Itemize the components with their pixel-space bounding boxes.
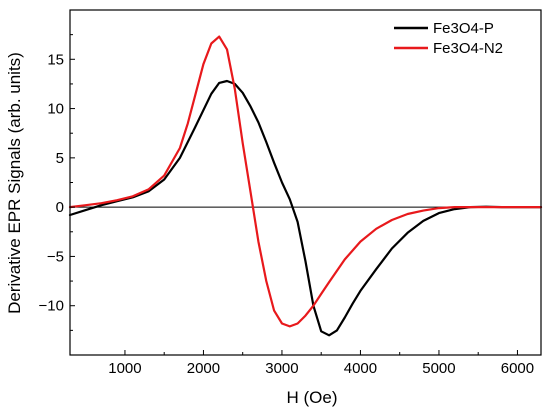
legend: Fe3O4-P Fe3O4-N2: [394, 20, 503, 57]
y-tick-label: 10: [47, 101, 64, 118]
x-tick-label: 6000: [501, 360, 534, 377]
x-axis: 1000 2000 3000 4000 5000 6000: [108, 350, 534, 377]
x-tick-label: 5000: [422, 360, 455, 377]
x-tick-label: 4000: [344, 360, 377, 377]
x-tick-label: 3000: [265, 360, 298, 377]
x-tick-label: 2000: [187, 360, 220, 377]
series-line-2: [68, 35, 543, 328]
y-axis: −10 −5 0 5 10 15: [39, 34, 75, 331]
series-line-1: [68, 79, 543, 337]
legend-label-2: Fe3O4-N2: [433, 40, 503, 57]
series-lines: [68, 35, 543, 337]
y-tick-label: −10: [39, 298, 64, 315]
y-tick-label: 5: [56, 150, 64, 167]
y-axis-title: Derivative EPR Signals (arb. units): [5, 52, 24, 314]
x-axis-title: H (Oe): [287, 388, 338, 407]
x-tick-label: 1000: [108, 360, 141, 377]
y-tick-label: 0: [56, 199, 64, 216]
y-tick-label: 15: [47, 51, 64, 68]
y-tick-label: −5: [47, 248, 64, 265]
plot-frame: [69, 9, 542, 356]
legend-label-1: Fe3O4-P: [433, 20, 494, 37]
